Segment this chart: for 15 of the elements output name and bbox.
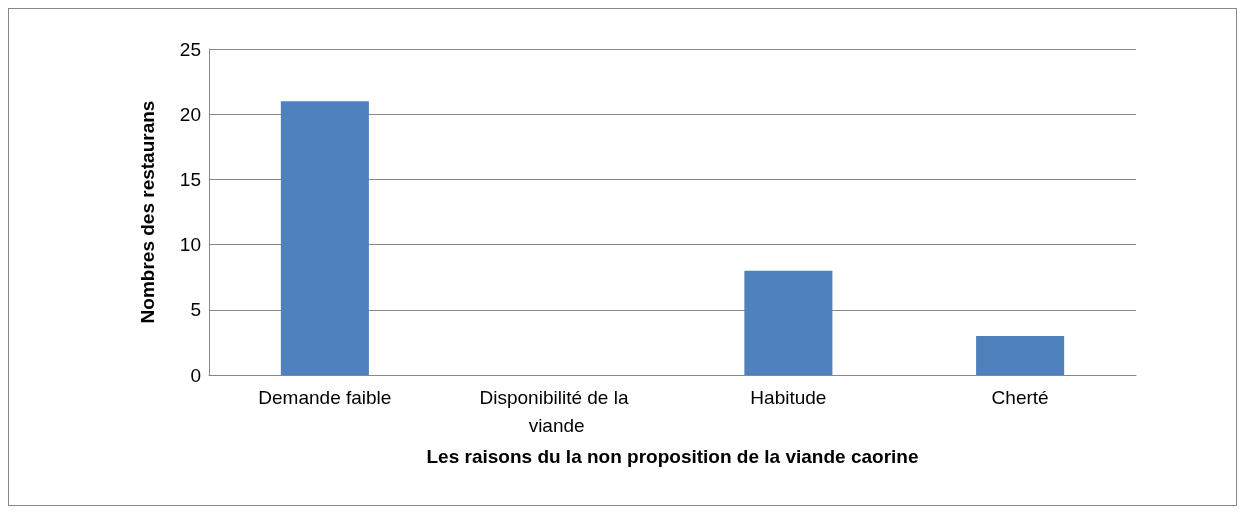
bar [744,270,833,375]
y-tick-label: 0 [190,364,201,386]
y-tick-label: 25 [179,38,201,60]
x-tick-label: Disponibilité de la viande [479,386,634,436]
y-tick-label: 20 [179,103,201,125]
x-tick-label: Habitude [750,386,827,408]
y-tick-label: 10 [179,234,201,256]
bar [280,101,369,375]
bar [976,335,1065,375]
x-tick-label: Demande faible [258,386,392,408]
y-tick-label: 15 [179,168,201,190]
x-axis-title: Les raisons du la non proposition de la viande caorine [426,446,919,467]
x-tick-label: Cherté [991,386,1049,408]
y-tick-label: 5 [190,299,201,321]
y-axis-title: Nombres des restaurans [137,100,158,324]
